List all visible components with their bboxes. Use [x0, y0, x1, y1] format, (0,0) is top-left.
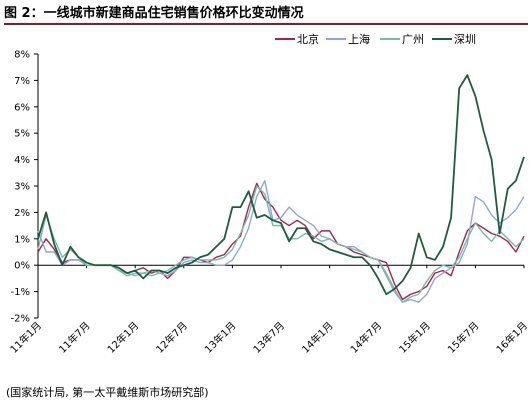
source-note: (国家统计局, 第一太平戴维斯市场研究部)	[6, 386, 209, 399]
legend-label: 北京	[297, 32, 319, 46]
y-tick-label: -1%	[11, 287, 30, 298]
series-line-1	[37, 182, 525, 301]
series-line-2	[37, 180, 525, 303]
legend-label: 深圳	[454, 33, 476, 46]
y-tick-label: 3%	[14, 182, 30, 193]
x-tick-label: 12年7月	[153, 319, 190, 356]
y-tick-label: 7%	[14, 76, 30, 87]
legend-label: 上海	[348, 32, 370, 46]
series-line-4	[37, 74, 525, 296]
x-tick-label: 15年1月	[396, 319, 433, 356]
chart-legend: 北京 上海 广州 深圳	[275, 32, 476, 46]
x-tick-label: 11年7月	[56, 319, 93, 356]
x-tick-label: 13年1月	[202, 319, 239, 356]
legend-label: 广州	[402, 33, 424, 46]
x-tick-label: 15年7月	[445, 319, 482, 356]
x-tick-label: 12年1月	[104, 319, 141, 356]
y-tick-label: 8%	[14, 50, 30, 61]
y-tick-label: 0%	[14, 261, 30, 272]
y-tick-label: -2%	[11, 314, 30, 325]
chart-series	[37, 74, 525, 303]
y-tick-label: 2%	[14, 208, 30, 219]
figure-title: 图 2：一线城市新建商品住宅销售价格环比变动情况	[4, 3, 528, 25]
series-line-3	[37, 185, 525, 303]
y-tick-label: 6%	[14, 102, 30, 113]
x-tick-label: 16年1月	[493, 319, 530, 356]
y-tick-label: 5%	[14, 129, 30, 140]
line-chart: -2%-1%0%1%2%3%4%5%6%7%8%11年1月 11年7月 12年1月 1…	[7, 32, 530, 356]
x-tick-label: 13年7月	[250, 319, 287, 356]
x-tick-label: 14年1月	[299, 319, 336, 356]
y-tick-label: 4%	[14, 155, 30, 166]
x-tick-label: 14年7月	[347, 319, 384, 356]
y-tick-label: 1%	[14, 234, 30, 245]
